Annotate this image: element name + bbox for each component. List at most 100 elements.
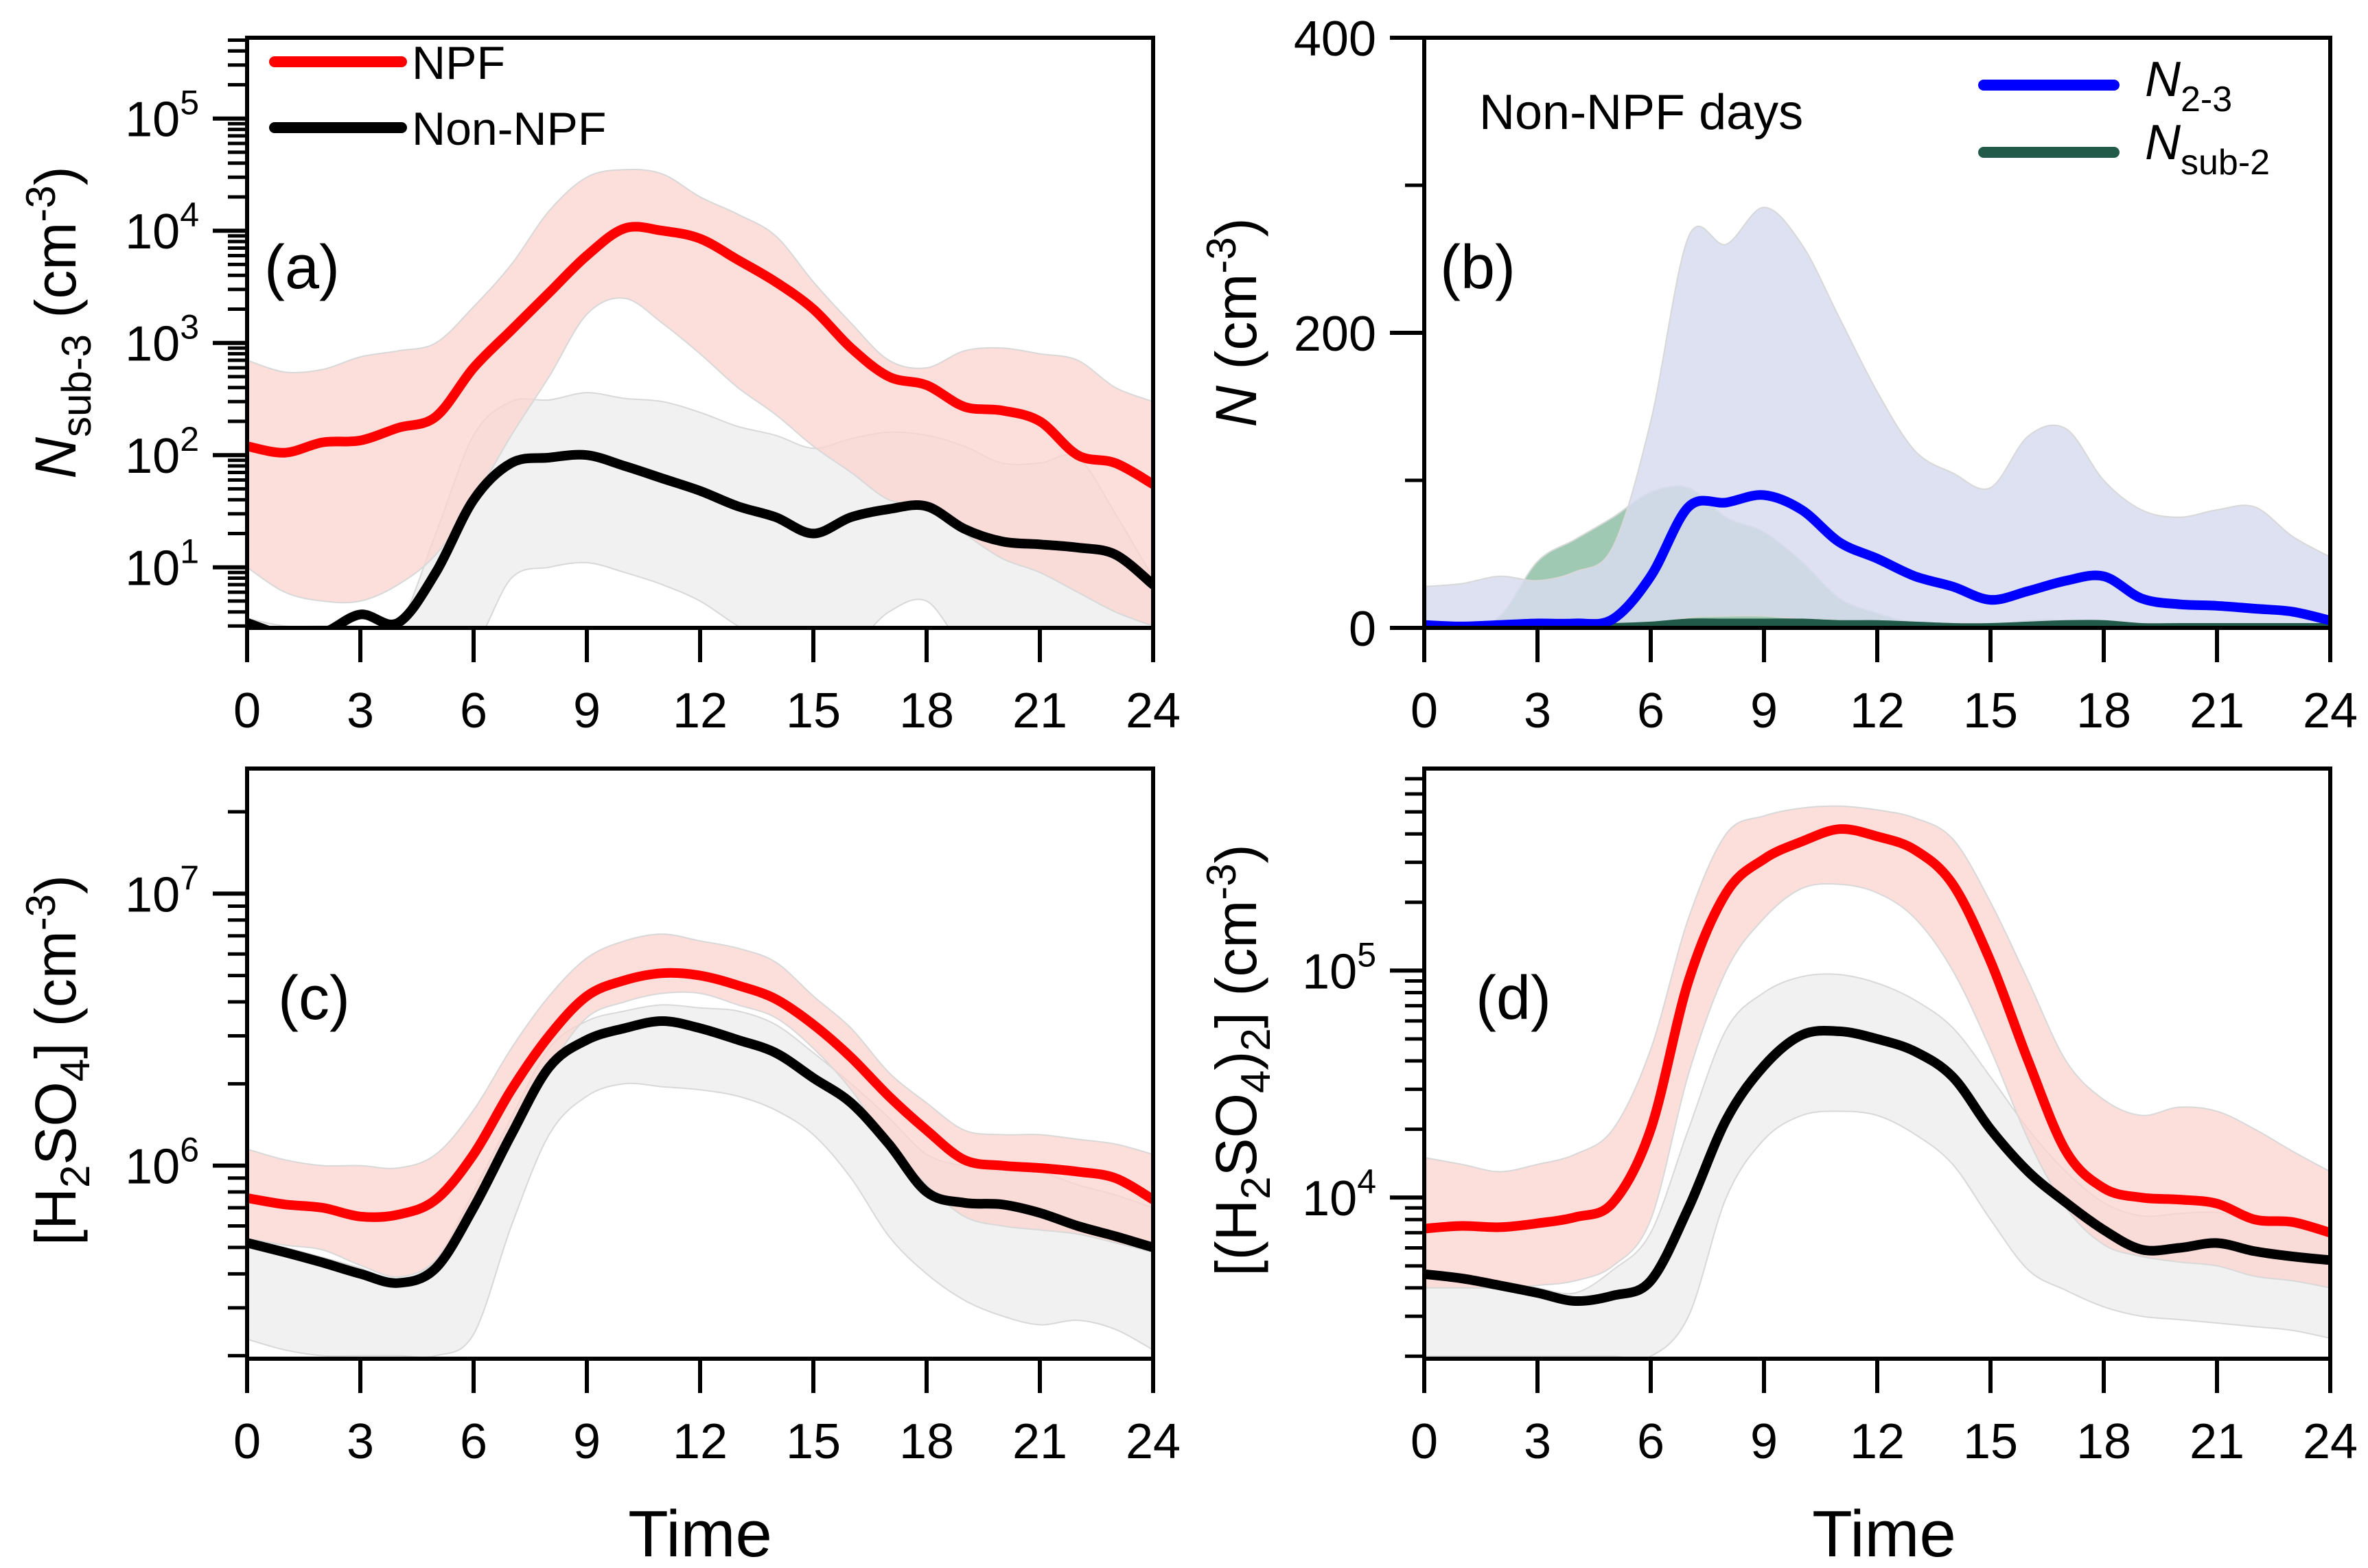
x-tick-label-d: 0 <box>1411 1414 1438 1469</box>
x-tick-label-a: 21 <box>1012 683 1067 738</box>
panel-c-ylabel-t4: ) <box>23 875 88 894</box>
band-npf <box>247 933 1153 1278</box>
x-tick-label-b: 18 <box>2076 683 2131 738</box>
panel-b-ylabel-unit: (cm <box>1204 274 1268 370</box>
panel-c-ylabel-s2: 4 <box>52 1059 98 1081</box>
panel-c-ylabel-t3: ] (cm <box>23 931 88 1059</box>
x-tick-label-c: 12 <box>673 1414 728 1469</box>
x-tick-label-a: 24 <box>1126 683 1181 738</box>
y-tick-label-a: 104 <box>125 196 199 259</box>
x-tick-label-c: 6 <box>460 1414 487 1469</box>
panel-b-ylabel-sup: -3 <box>1198 237 1244 273</box>
panel-b-ylabel-space <box>1204 370 1268 386</box>
plot-area-a <box>247 169 1153 628</box>
line-non-npf <box>1424 1025 2330 1307</box>
panel-a-ylabel-close: ) <box>23 166 88 185</box>
x-tick-label-c: 18 <box>899 1414 954 1469</box>
y-tick-base: 10 <box>125 1140 180 1195</box>
plot-area-b <box>1424 207 2330 628</box>
legend-b-nsub2-main: N <box>2145 115 2181 170</box>
y-tick-base: 10 <box>1302 944 1357 999</box>
line-non-npf <box>247 449 1153 628</box>
x-tick-label-c: 15 <box>786 1414 841 1469</box>
x-tick-label-c: 21 <box>1012 1414 1067 1469</box>
panel-b: 0 3 6 9 12 15 18 21 24 0 200 400 <box>1294 12 2358 738</box>
y-tick-label-d: 105 <box>1302 935 1376 999</box>
y-tick-base: 10 <box>125 867 180 922</box>
y-tick-exponent: 3 <box>180 308 199 347</box>
y-tick-base: 10 <box>1302 1171 1357 1226</box>
panel-d-ylabel: [(H2SO4)2] (cm-3) <box>1198 844 1279 1276</box>
x-tick-label-b: 6 <box>1637 683 1664 738</box>
x-tick-label-a: 0 <box>233 683 261 738</box>
x-tick-label-d: 9 <box>1750 1414 1778 1469</box>
plot-area-d <box>1424 805 2330 1359</box>
legend-a: NPF Non-NPF <box>269 37 606 155</box>
x-tick-label-d: 3 <box>1524 1414 1551 1469</box>
legend-b-n23-main: N <box>2145 52 2181 107</box>
panel-c-label: (c) <box>278 964 350 1033</box>
y-tick-label-a: 105 <box>125 84 199 148</box>
y-tick-label-a: 101 <box>125 533 199 596</box>
x-tick-label-b: 12 <box>1850 683 1905 738</box>
panel-d-ylabel-t5: ) <box>1204 844 1268 863</box>
legend-b-n23-label: N2-3 <box>2145 52 2232 119</box>
y-tick-exponent: 1 <box>180 533 199 571</box>
legend-b-nsub2-label: Nsub-2 <box>2145 115 2270 183</box>
y-tick-base: 10 <box>125 317 180 372</box>
y-tick-exponent: 5 <box>180 84 199 122</box>
panel-d-ylabel-t3: ) <box>1204 1051 1268 1070</box>
panel-a-label: (a) <box>264 233 340 302</box>
legend-b-n23-sub: 2-3 <box>2181 80 2232 119</box>
y-tick-base: 10 <box>125 541 180 596</box>
y-tick-base: 10 <box>125 429 180 484</box>
y-tick-label-d: 104 <box>1302 1162 1376 1226</box>
panel-b-ylabel-close: ) <box>1204 218 1268 237</box>
panel-d-ylabel-t1: [(H <box>1204 1200 1268 1276</box>
x-tick-label-a: 6 <box>460 683 487 738</box>
panel-a-ylabel: Nsub-3 (cm-3) <box>18 166 100 478</box>
y-tick-exponent: 4 <box>180 196 199 234</box>
x-tick-label-c: 24 <box>1126 1414 1181 1469</box>
legend-b: N2-3 Nsub-2 <box>1978 52 2270 183</box>
panel-d-ylabel-sup: -3 <box>1198 863 1244 900</box>
x-tick-label-a: 12 <box>673 683 728 738</box>
y-tick-exponent: 5 <box>1357 935 1376 974</box>
panel-c-ylabel-t1: [H <box>23 1188 88 1245</box>
legend-b-nsub2-sub: sub-2 <box>2181 143 2270 183</box>
x-tick-label-d: 6 <box>1637 1414 1664 1469</box>
y-tick-exponent: 6 <box>180 1131 199 1169</box>
line-n-sub-2 <box>1424 618 2330 628</box>
legend-a-npf-label: NPF <box>412 37 505 89</box>
panel-b-ylabel-main: N <box>1204 386 1268 428</box>
x-tick-label-b: 15 <box>1963 683 2018 738</box>
panel-d-ylabel-t4: ] (cm <box>1204 900 1268 1029</box>
y-tick-label-b: 400 <box>1294 12 1376 67</box>
x-tick-label-c: 3 <box>347 1414 374 1469</box>
y-tick-label-b: 0 <box>1349 602 1376 657</box>
x-tick-label-d: 24 <box>2303 1414 2358 1469</box>
y-tick-base: 10 <box>125 204 180 259</box>
panel-d-ylabel-s2: 4 <box>1233 1070 1279 1093</box>
panel-c-ylabel: [H2SO4] (cm-3) <box>18 875 98 1245</box>
x-tick-label-b: 0 <box>1411 683 1438 738</box>
x-tick-label-b: 24 <box>2303 683 2358 738</box>
panel-d-xlabel: Time <box>1812 1497 1956 1568</box>
panel-d-label: (d) <box>1476 964 1551 1033</box>
legend-a-nonnpf-label: Non-NPF <box>412 103 606 155</box>
panel-b-annotation: Non-NPF days <box>1479 85 1803 140</box>
line-npf <box>247 968 1153 1222</box>
x-tick-label-c: 0 <box>233 1414 261 1469</box>
x-tick-label-d: 21 <box>2190 1414 2244 1469</box>
x-tick-label-a: 18 <box>899 683 954 738</box>
line-non-npf <box>247 1016 1153 1288</box>
plot-area-c <box>247 933 1153 1358</box>
y-tick-label-a: 102 <box>125 420 199 484</box>
y-tick-base: 10 <box>125 93 180 148</box>
line-npf <box>247 222 1153 489</box>
band-n-2-3 <box>1424 207 2330 628</box>
